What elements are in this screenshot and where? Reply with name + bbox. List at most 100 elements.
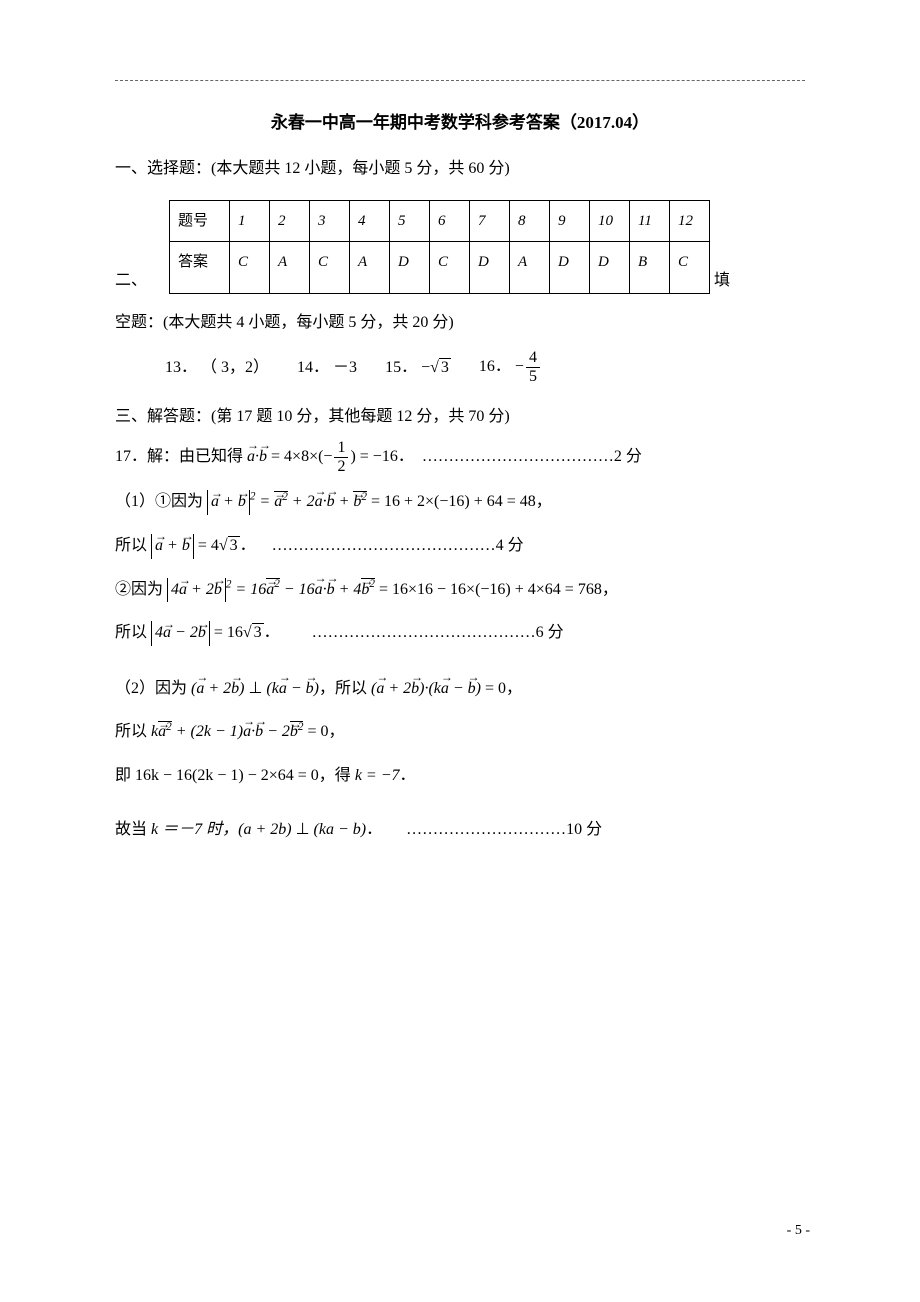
answer-cell: D	[590, 241, 630, 293]
p2b-prefix: 所以	[115, 723, 151, 740]
p1a-eq: = 16 + 2×(−16) + 64 = 48	[371, 493, 536, 510]
p2d-cond: k ＝－7 时，	[151, 821, 238, 838]
p1c-eq: = 16×16 − 16×(−16) + 4×64 = 768	[379, 581, 602, 598]
dots-icon: ……………………………………	[260, 537, 496, 554]
q17-p2b: 所以 ka2 + (2k − 1)a·b − 2b2 = 0，	[115, 715, 805, 749]
fraction-icon: 12	[334, 439, 348, 475]
p1d-sqrt: 3	[252, 623, 264, 641]
sqrt-icon: 3	[243, 616, 264, 650]
q16-num: 16．	[479, 358, 511, 375]
answer-cell: C	[310, 241, 350, 293]
q15-sqrt: 3	[439, 358, 451, 376]
q16-frac-num: 4	[526, 349, 540, 368]
q14-num: 14．	[297, 359, 329, 376]
q13-num: 13．	[165, 359, 197, 376]
p1d-prefix: 所以	[115, 624, 151, 641]
p1b-result: = 4	[194, 537, 219, 554]
answer-cell: D	[550, 241, 590, 293]
answer-cell: C	[230, 241, 270, 293]
p2c-prefix: 即	[115, 767, 135, 784]
p2c-mid: ，得	[319, 767, 355, 784]
p1c-label: ②因为	[115, 581, 167, 598]
col-num: 7	[470, 200, 510, 241]
sqrt-icon: 3	[219, 529, 240, 563]
q17-p2d: 故当 k ＝－7 时，(a + 2b) ⊥ (ka − b)． ………………………	[115, 813, 805, 847]
q17-p2a: （2）因为 (a + 2b) ⊥ (ka − b)，所以 (a + 2b)·(k…	[115, 672, 805, 706]
period: ．	[366, 821, 382, 838]
col-num: 9	[550, 200, 590, 241]
fill-answers-row: 13． （ 3，2） 14． －3 15． −3 16． −45	[165, 349, 805, 385]
p2d-prefix: 故当	[115, 821, 151, 838]
q14-value: －3	[333, 359, 357, 376]
comma: ，	[602, 581, 618, 598]
q16-frac-den: 5	[526, 368, 540, 386]
col-num: 5	[390, 200, 430, 241]
q15: 15． −3	[385, 355, 451, 381]
answer-cell: C	[430, 241, 470, 293]
answer-cell: D	[470, 241, 510, 293]
p1b-prefix: 所以	[115, 537, 151, 554]
row-label-answers: 答案	[170, 241, 230, 293]
top-rule	[115, 80, 805, 81]
col-num: 1	[230, 200, 270, 241]
page-number: - 5 -	[787, 1220, 810, 1242]
q13-value: （ 3，2）	[201, 359, 269, 376]
score-label: 2 分	[614, 448, 642, 465]
score-label: 4 分	[496, 537, 524, 554]
section1-table-row: 二、 题号 1 2 3 4 5 6 7 8 9 10 11 12 答案 C A	[115, 192, 805, 302]
q17-p1a: （1）①因为 a + b2 = a2 + 2a·b + b2 = 16 + 2×…	[115, 485, 805, 519]
fraction-icon: 45	[526, 349, 540, 385]
p2b-eq: = 0	[303, 723, 328, 740]
page-title: 永春一中高一年期中考数学科参考答案（2017.04）	[115, 109, 805, 136]
section3-heading: 三、解答题：(第 17 题 10 分，其他每题 12 分，共 70 分)	[115, 404, 805, 430]
comma: ，	[536, 493, 552, 510]
col-num: 10	[590, 200, 630, 241]
q17-label: 17．解：	[115, 448, 179, 465]
q15-num: 15．	[385, 359, 417, 376]
period: ．	[400, 767, 416, 784]
answer-cell: A	[270, 241, 310, 293]
p2a-rhs: = 0	[481, 680, 506, 697]
answer-cell: C	[670, 241, 710, 293]
comma: ，	[329, 723, 345, 740]
row-label-questions: 题号	[170, 200, 230, 241]
col-num: 8	[510, 200, 550, 241]
table-row: 答案 C A C A D C D A D D B C	[170, 241, 710, 293]
p1b-sqrt: 3	[228, 536, 240, 554]
q17-p1b: 所以 a + b = 43． ……………………………………4 分	[115, 529, 805, 563]
answer-table: 题号 1 2 3 4 5 6 7 8 9 10 11 12 答案 C A C A…	[169, 200, 710, 294]
dots-icon: ……………………………………	[284, 624, 536, 641]
col-num: 11	[630, 200, 670, 241]
p1d-result: = 16	[210, 624, 243, 641]
p2c-eq: 16k − 16(2k − 1) − 2×64 = 0	[135, 767, 319, 784]
q16: 16． −45	[479, 349, 542, 385]
q16-neg: −	[515, 358, 524, 375]
p1a-label: （1）①因为	[115, 493, 207, 510]
q14: 14． －3	[297, 355, 357, 381]
q15-neg: −	[421, 359, 430, 376]
col-num: 4	[350, 200, 390, 241]
frac-den: 2	[334, 458, 348, 476]
q17-p2c: 即 16k − 16(2k − 1) − 2×64 = 0，得 k = −7．	[115, 759, 805, 793]
period: ．	[264, 624, 280, 641]
col-num: 12	[670, 200, 710, 241]
table-row: 题号 1 2 3 4 5 6 7 8 9 10 11 12	[170, 200, 710, 241]
section2-heading: 空题：(本大题共 4 小题，每小题 5 分，共 20 分)	[115, 310, 805, 336]
answer-cell: A	[510, 241, 550, 293]
q17-intro-text: 由已知得	[179, 448, 247, 465]
q17-p1d: 所以 4a − 2b = 163． ……………………………………6 分	[115, 616, 805, 650]
perp-icon: ⊥	[292, 821, 314, 838]
section2-prefix: 二、	[115, 268, 169, 302]
dots-icon: …………………………	[386, 821, 566, 838]
q17-intro: 17．解：由已知得 a·b = 4×8×(−12) = −16． ……………………	[115, 439, 805, 475]
sqrt-icon: 3	[430, 355, 451, 381]
section2-suffix: 填	[714, 268, 730, 302]
q13: 13． （ 3，2）	[165, 355, 269, 381]
frac-num: 1	[334, 439, 348, 458]
p2a-mid: ，所以	[319, 680, 371, 697]
p2c-result: k = −7	[355, 767, 400, 784]
col-num: 6	[430, 200, 470, 241]
section1-heading: 一、选择题：(本大题共 12 小题，每小题 5 分，共 60 分)	[115, 156, 805, 182]
perp-icon: ⊥	[244, 680, 266, 697]
q17-p1c: ②因为 4a + 2b2 = 16a2 − 16a·b + 4b2 = 16×1…	[115, 573, 805, 607]
